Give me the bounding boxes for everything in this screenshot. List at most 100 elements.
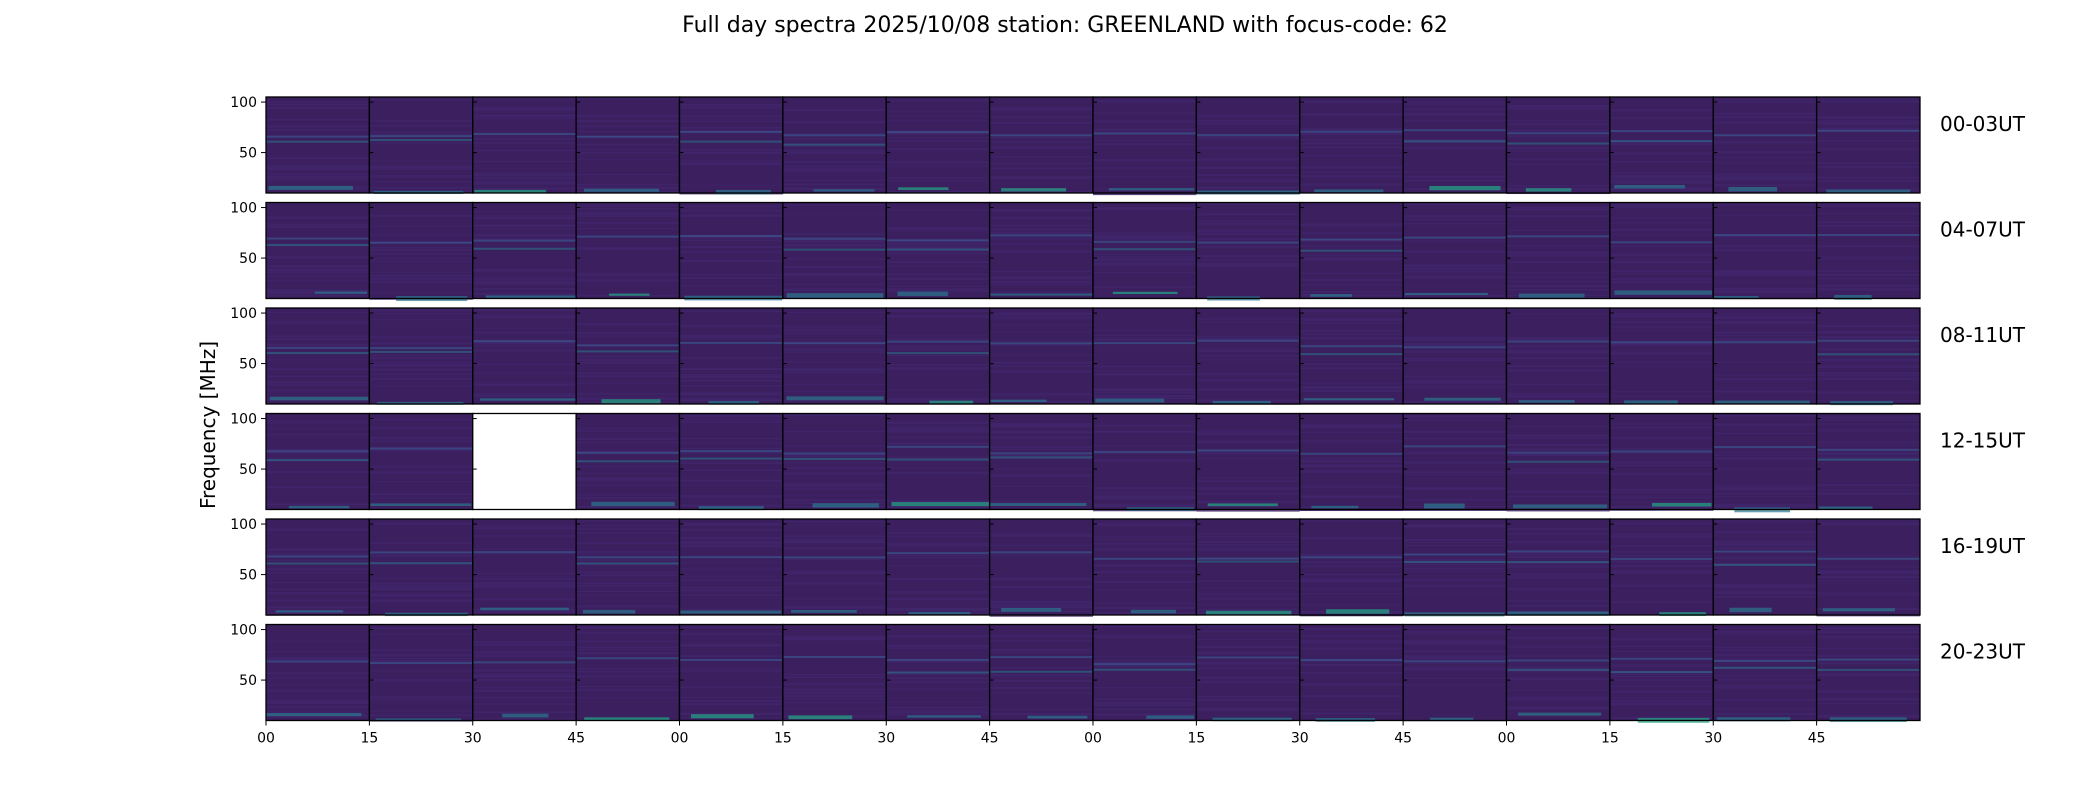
spectrum-texture-line [1713, 116, 1817, 119]
spectrum-texture-line [886, 243, 990, 246]
spectrum-texture-line [1299, 431, 1404, 434]
spectrum-texture-line [1403, 375, 1507, 377]
spectrum-texture-line [369, 373, 473, 375]
spectrum-texture-line [1196, 262, 1300, 265]
spectrum-texture-line [266, 650, 370, 653]
spectrum-texture-line [266, 689, 370, 692]
spectrum-texture-line [1299, 133, 1404, 136]
spectrum-band [1609, 130, 1714, 133]
panel-background [1816, 97, 1920, 193]
spectrum-texture-line [1713, 273, 1817, 276]
spectrum-panel [1609, 412, 1714, 511]
spectrum-texture-line [472, 172, 577, 175]
spectrum-texture-line [369, 142, 473, 144]
spectrum-texture-line [886, 636, 990, 638]
spectrum-texture-line [1403, 139, 1507, 141]
spectrum-texture-line [679, 239, 783, 241]
spectrum-texture-line [369, 119, 473, 122]
spectrum-panel [1609, 96, 1714, 194]
spectrum-texture-line [886, 345, 990, 347]
spectrum-texture-line [1196, 432, 1300, 436]
spectrum-texture-line [1299, 565, 1404, 568]
spectrum-band [1299, 659, 1404, 662]
spectrum-texture-line [369, 181, 473, 183]
spectrum-band [1506, 451, 1610, 454]
spectrum-low-emission [269, 396, 369, 401]
spectrum-texture-line [989, 191, 1093, 193]
spectrum-texture-line [1196, 604, 1300, 606]
spectrum-band [679, 556, 783, 559]
spectrum-texture-line [1816, 570, 1920, 574]
spectrum-texture-line [679, 325, 783, 328]
spectrum-texture-line [1403, 275, 1507, 279]
spectrum-texture-line [1713, 675, 1817, 677]
spectrum-texture-line [886, 500, 990, 503]
spectrum-texture-line [679, 504, 783, 507]
spectrum-texture-line [576, 590, 680, 592]
spectrum-texture-line [369, 214, 473, 217]
spectrum-panel [368, 201, 474, 302]
spectrum-band [576, 344, 680, 347]
spectrum-texture-line [1609, 536, 1714, 539]
spectrum-texture-line [679, 469, 783, 472]
spectrum-low-emission [1310, 294, 1352, 297]
spectrum-panel [1092, 96, 1198, 196]
spectrum-texture-line [1403, 544, 1507, 546]
spectrum-texture-line [1093, 662, 1197, 665]
spectrum-panel [885, 623, 991, 722]
spectrum-texture-line [1609, 181, 1714, 184]
panel-background [369, 519, 473, 615]
spectrum-texture-line [782, 266, 887, 269]
spectrum-texture-line [679, 205, 783, 208]
spectrum-texture-line [782, 332, 887, 335]
spectrum-low-emission [1404, 292, 1488, 296]
spectrum-texture-line [886, 338, 990, 341]
spectrum-low-emission [584, 717, 670, 721]
spectrum-texture-line [369, 670, 473, 672]
spectrum-texture-line [1196, 681, 1300, 683]
panel-background [782, 308, 887, 404]
spectrum-band [266, 346, 370, 349]
spectrum-texture-line [472, 216, 577, 220]
spectrum-texture-line [1403, 677, 1507, 679]
spectrum-texture-line [1196, 203, 1300, 206]
spectrum-texture-line [266, 419, 370, 422]
spectrum-texture-line [1196, 380, 1300, 382]
spectrum-band [1093, 451, 1197, 454]
spectrum-texture-line [1196, 335, 1300, 337]
spectrum-texture-line [679, 496, 783, 498]
spectrum-texture-line [1713, 112, 1817, 115]
spectrum-band [266, 243, 370, 246]
spectrum-texture-line [266, 337, 370, 340]
spectrum-texture-line [1093, 394, 1197, 397]
spectrum-texture-line [1299, 362, 1404, 365]
spectrum-texture-line [679, 119, 783, 121]
spectrum-low-emission [1518, 293, 1585, 298]
spectrum-texture-line [1403, 385, 1507, 388]
spectrum-low-emission [790, 610, 857, 613]
spectrum-texture-line [1816, 225, 1920, 228]
spectrum-texture-line [1506, 646, 1610, 648]
spectrum-band [1609, 341, 1714, 344]
spectrum-texture-line [886, 226, 990, 230]
spectrum-band [679, 341, 783, 344]
spectrum-texture-line [369, 657, 473, 660]
spectrum-texture-line [679, 245, 783, 249]
spectrum-panel [1609, 518, 1714, 617]
spectrum-band [1816, 448, 1920, 451]
spectrum-texture-line [782, 187, 887, 191]
spectrum-texture-line [266, 582, 370, 584]
spectrum-band [369, 551, 473, 554]
spectrum-texture-line [1713, 520, 1817, 523]
spectrum-texture-line [989, 316, 1093, 318]
spectrum-texture-line [369, 98, 473, 101]
spectrum-texture-line [989, 635, 1093, 638]
spectrum-low-emission [1818, 506, 1873, 510]
spectrum-texture-line [266, 173, 370, 175]
spectrum-texture-line [1093, 704, 1197, 706]
spectrum-texture-line [1506, 252, 1610, 255]
y-tick-label: 100 [230, 201, 257, 217]
spectrum-texture-line [266, 381, 370, 384]
spectrum-texture-line [369, 649, 473, 652]
x-tick-label: 15 [360, 731, 378, 747]
